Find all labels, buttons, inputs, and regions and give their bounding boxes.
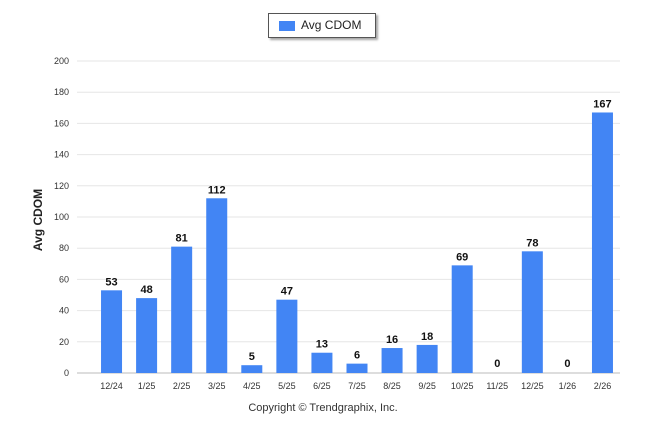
bar-5/25[interactable] bbox=[276, 299, 298, 373]
bar-12/25[interactable] bbox=[521, 251, 543, 373]
data-label: 16 bbox=[386, 334, 398, 346]
x-tick-label: 1/25 bbox=[138, 381, 156, 391]
bar-12/24[interactable] bbox=[101, 290, 123, 373]
y-tick-label: 160 bbox=[54, 118, 69, 128]
y-tick-label: 120 bbox=[54, 181, 69, 191]
y-tick-label: 200 bbox=[54, 56, 69, 66]
y-tick-label: 0 bbox=[64, 368, 69, 378]
bar-9/25[interactable] bbox=[416, 344, 438, 373]
bar-4/25[interactable] bbox=[241, 365, 263, 373]
data-label: 5 bbox=[249, 351, 255, 363]
x-tick-label: 5/25 bbox=[278, 381, 296, 391]
copyright-footer: Copyright © Trendgraphix, Inc. bbox=[248, 402, 398, 414]
legend-label: Avg CDOM bbox=[301, 18, 362, 32]
bar-2/25[interactable] bbox=[171, 246, 193, 373]
legend[interactable]: Avg CDOM bbox=[268, 13, 376, 38]
x-tick-label: 7/25 bbox=[348, 381, 366, 391]
bar-7/25[interactable] bbox=[346, 363, 368, 373]
x-tick-label: 1/26 bbox=[559, 381, 577, 391]
x-tick-label: 6/25 bbox=[313, 381, 331, 391]
x-tick-label: 9/25 bbox=[418, 381, 436, 391]
y-tick-label: 40 bbox=[59, 306, 69, 316]
y-tick-label: 100 bbox=[54, 212, 69, 222]
x-axis-ticks: 12/24 1/25 2/25 3/25 4/25 5/25 6/25 7/25 8/25 9/2… bbox=[100, 381, 611, 391]
x-tick-label: 10/25 bbox=[451, 381, 474, 391]
bar-8/25[interactable] bbox=[381, 348, 403, 373]
bar-3/25[interactable] bbox=[206, 198, 228, 373]
data-label: 47 bbox=[281, 286, 293, 298]
y-tick-label: 80 bbox=[59, 243, 69, 253]
x-tick-label: 12/25 bbox=[521, 381, 544, 391]
y-axis-label: Avg CDOM bbox=[31, 189, 45, 251]
data-label: 69 bbox=[456, 251, 468, 263]
y-tick-label: 140 bbox=[54, 150, 69, 160]
x-tick-label: 3/25 bbox=[208, 381, 226, 391]
y-tick-label: 60 bbox=[59, 274, 69, 284]
x-tick-label: 8/25 bbox=[383, 381, 401, 391]
bar-6/25[interactable] bbox=[311, 352, 333, 373]
y-tick-label: 180 bbox=[54, 87, 69, 97]
x-tick-label: 2/26 bbox=[594, 381, 612, 391]
data-label: 112 bbox=[208, 184, 226, 196]
x-tick-label: 4/25 bbox=[243, 381, 261, 391]
bars: 53 48 81 112 5 47 13 6 16 18 69 0 78 0 167 bbox=[101, 98, 613, 373]
data-label: 81 bbox=[176, 233, 188, 245]
bar-10/25[interactable] bbox=[451, 265, 473, 373]
data-label: 13 bbox=[316, 339, 328, 351]
data-label: 48 bbox=[140, 284, 152, 296]
y-tick-label: 20 bbox=[59, 337, 69, 347]
data-label: 0 bbox=[494, 358, 500, 370]
bar-2/26[interactable] bbox=[591, 112, 613, 373]
x-tick-label: 11/25 bbox=[486, 381, 508, 391]
data-label: 167 bbox=[593, 98, 611, 110]
bar-1/25[interactable] bbox=[136, 298, 158, 373]
data-label: 18 bbox=[421, 331, 433, 343]
x-tick-label: 12/24 bbox=[100, 381, 123, 391]
data-label: 78 bbox=[526, 237, 538, 249]
data-label: 53 bbox=[105, 276, 117, 288]
legend-swatch bbox=[279, 21, 295, 31]
y-axis-ticks: 0 20 40 60 80 100 120 140 160 180 200 bbox=[54, 56, 69, 378]
x-tick-label: 2/25 bbox=[173, 381, 191, 391]
data-label: 6 bbox=[354, 350, 360, 362]
data-label: 0 bbox=[564, 358, 570, 370]
